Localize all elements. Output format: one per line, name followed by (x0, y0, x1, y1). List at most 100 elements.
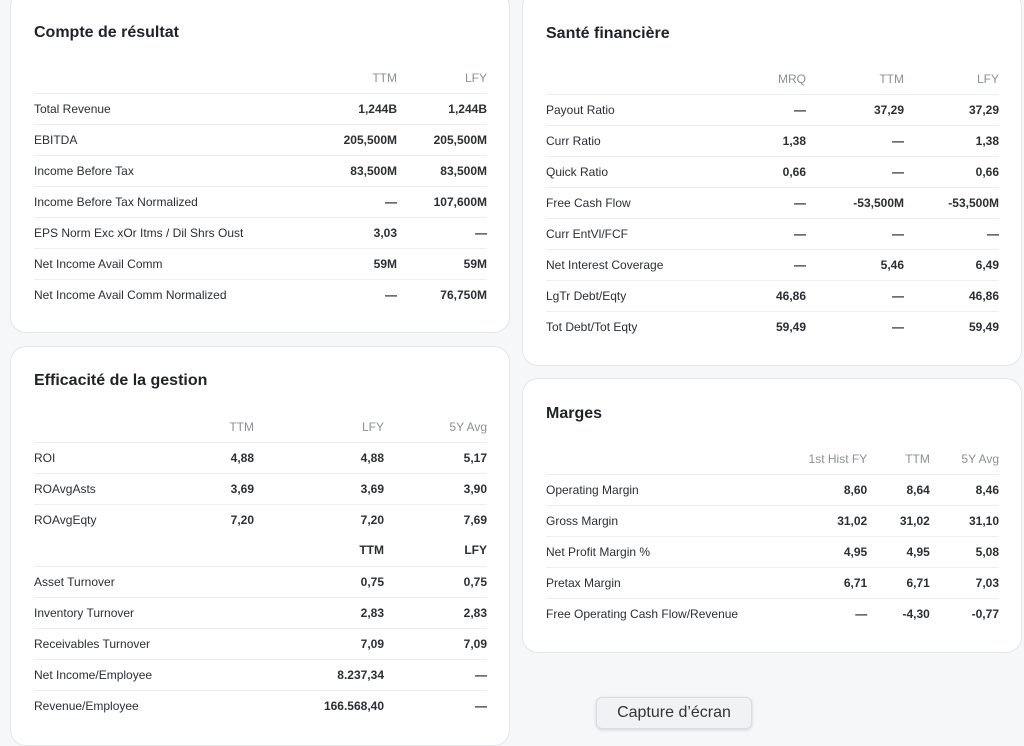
margins-card: Marges 1st Hist FY TTM 5Y Avg Operating … (522, 378, 1022, 653)
table-row: Pretax Margin 6,71 6,71 7,03 (546, 566, 999, 598)
row-label: Pretax Margin (546, 566, 747, 598)
table-row: Asset Turnover 0,75 0,75 (34, 565, 487, 597)
cell-5y-avg: 5,08 (929, 535, 999, 567)
table-row: Net Interest Coverage — 5,46 6,49 (546, 248, 999, 280)
cell-ttm: 8,64 (867, 473, 930, 505)
management-efficiency-title: Efficacité de la gestion (34, 372, 208, 389)
table-row: Net Profit Margin % 4,95 4,95 5,08 (546, 535, 999, 567)
table-row: Net Income Avail Comm Normalized — 76,75… (34, 278, 487, 310)
row-label: ROAvgEqty (34, 503, 174, 535)
row-label: Net Interest Coverage (546, 248, 716, 280)
row-label: EPS Norm Exc xOr Itms / Dil Shrs Oust (34, 216, 284, 248)
col-header-lfy: LFY (976, 71, 999, 86)
row-label: Income Before Tax (34, 154, 284, 186)
cell-mrq: — (716, 248, 806, 280)
table-row: Receivables Turnover 7,09 7,09 (34, 627, 487, 659)
col-header-5y-avg: 5Y Avg (449, 419, 487, 434)
cell-ttm: 0,75 (254, 565, 384, 597)
row-label: Net Profit Margin % (546, 535, 747, 567)
cell-ttm: — (806, 310, 904, 342)
table-row: ROAvgAsts 3,69 3,69 3,90 (34, 472, 487, 504)
income-statement-title: Compte de résultat (34, 24, 179, 41)
col-header-ttm: TTM (372, 70, 397, 85)
col-header-lfy: LFY (361, 419, 384, 434)
cell-lfy: 0,75 (384, 565, 487, 597)
row-label: Net Income Avail Comm Normalized (34, 278, 284, 310)
table-row: Inventory Turnover 2,83 2,83 (34, 596, 487, 628)
cell-mrq: — (716, 93, 806, 125)
cell-ttm: — (284, 278, 397, 310)
cell-5y-avg: -0,77 (929, 597, 999, 629)
row-label: Payout Ratio (546, 93, 716, 125)
financial-health-title: Santé financière (546, 25, 670, 42)
cell-lfy: 2,83 (384, 596, 487, 628)
col-header-ttm: TTM (905, 451, 930, 466)
cell-ttm: 37,29 (806, 93, 904, 125)
cell-ttm: 83,500M (284, 154, 397, 186)
table-row: EPS Norm Exc xOr Itms / Dil Shrs Oust 3,… (34, 216, 487, 248)
cell-1st-hist-fy: 4,95 (746, 535, 868, 567)
management-efficiency-table: TTM LFY 5Y Avg ROI 4,88 4,88 5,17 ROAvgA… (34, 412, 487, 721)
cell-lfy: — (384, 689, 487, 721)
cell-1st-hist-fy: 6,71 (746, 566, 868, 598)
table-row: Revenue/Employee 166.568,40 — (34, 689, 487, 721)
col-header-lfy: LFY (464, 70, 487, 85)
cell-ttm: 166.568,40 (254, 689, 384, 721)
table-row: Free Cash Flow — -53,500M -53,500M (546, 186, 999, 218)
cell-lfy: 3,69 (254, 472, 384, 504)
cell-5y-avg: 7,03 (929, 566, 999, 598)
cell-lfy: — (384, 658, 487, 690)
table-row: EBITDA 205,500M 205,500M (34, 123, 487, 155)
cell-ttm: 7,09 (254, 627, 384, 659)
table-row: LgTr Debt/Eqty 46,86 — 46,86 (546, 279, 999, 311)
row-label: Curr EntVl/FCF (546, 217, 716, 249)
financial-health-table: MRQ TTM LFY Payout Ratio — 37,29 37,29 C… (546, 64, 999, 342)
row-label: Net Income/Employee (34, 658, 254, 690)
cell-ttm: — (806, 279, 904, 311)
income-statement-card: Compte de résultat TTM LFY Total Revenue… (10, 0, 510, 333)
cell-ttm: 4,95 (867, 535, 930, 567)
cell-mrq: — (716, 217, 806, 249)
row-label: Curr Ratio (546, 124, 716, 156)
row-label: Receivables Turnover (34, 627, 174, 659)
table-row: Curr EntVl/FCF — — — (546, 217, 999, 249)
cell-lfy: 1,38 (904, 124, 999, 156)
screenshot-capture-button[interactable]: Capture d’écran (596, 697, 752, 729)
row-label: Income Before Tax Normalized (34, 185, 284, 217)
col-header-mrq: MRQ (778, 71, 806, 86)
table-row: Payout Ratio — 37,29 37,29 (546, 93, 999, 125)
margins-title: Marges (546, 405, 603, 422)
row-label: Free Operating Cash Flow/Revenue (546, 597, 747, 629)
row-label: Gross Margin (546, 504, 747, 536)
cell-mrq: 0,66 (716, 155, 806, 187)
cell-lfy: 59M (397, 247, 487, 279)
table-row: Net Income Avail Comm 59M 59M (34, 247, 487, 279)
table-row: Quick Ratio 0,66 — 0,66 (546, 155, 999, 187)
cell-ttm: -4,30 (867, 597, 930, 629)
row-label: Operating Margin (546, 473, 747, 505)
table-row: Operating Margin 8,60 8,64 8,46 (546, 473, 999, 505)
cell-lfy: 59,49 (904, 310, 999, 342)
row-label: ROAvgAsts (34, 472, 174, 504)
table-row: Free Operating Cash Flow/Revenue — -4,30… (546, 597, 999, 629)
table-row: Total Revenue 1,244B 1,244B (34, 92, 487, 124)
cell-ttm: 3,03 (284, 216, 397, 248)
cell-lfy: -53,500M (904, 186, 999, 218)
cell-lfy: 1,244B (397, 92, 487, 124)
cell-ttm: 31,02 (867, 504, 930, 536)
table-row: Gross Margin 31,02 31,02 31,10 (546, 504, 999, 536)
sub-col-header-lfy: LFY (464, 543, 487, 558)
cell-lfy: 76,750M (397, 278, 487, 310)
table-row: ROAvgEqty 7,20 7,20 7,69 (34, 503, 487, 535)
cell-ttm: 4,88 (174, 441, 254, 473)
sub-header-row: TTM LFY (34, 535, 487, 566)
cell-ttm: — (806, 217, 904, 249)
cell-ttm: 5,46 (806, 248, 904, 280)
cell-ttm: 8.237,34 (254, 658, 384, 690)
row-label: EBITDA (34, 123, 284, 155)
row-label: ROI (34, 441, 174, 473)
cell-ttm: 59M (284, 247, 397, 279)
table-row: Tot Debt/Tot Eqty 59,49 — 59,49 (546, 310, 999, 342)
cell-lfy: 83,500M (397, 154, 487, 186)
cell-ttm: — (806, 124, 904, 156)
